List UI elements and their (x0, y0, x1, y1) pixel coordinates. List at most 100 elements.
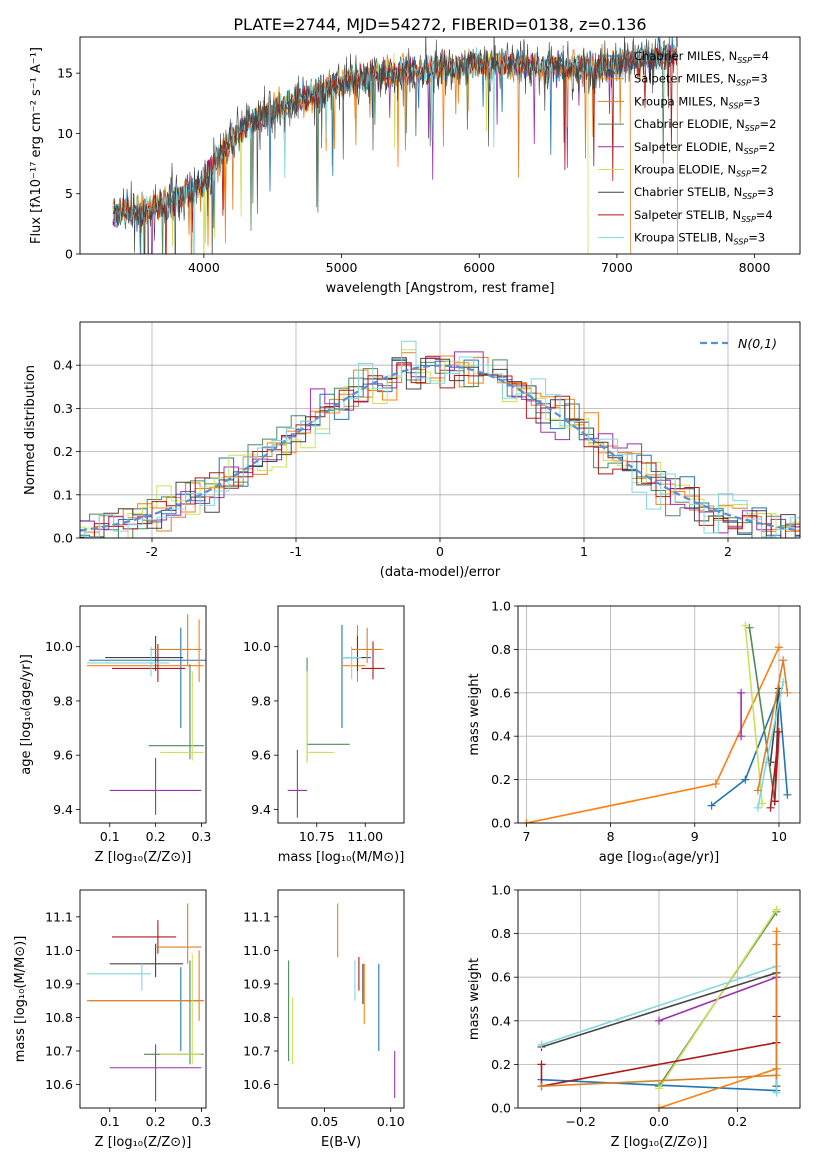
errorbar-point (86, 619, 204, 682)
x-tick-label: 7000 (601, 260, 633, 275)
axes-frame (79, 36, 801, 255)
legend-entry: N(0,1) (738, 336, 777, 351)
residuals-panel: -2 -1 0 1 2 0.0 0.1 0.2 0.3 0.4 (data-model)/error… (23, 321, 801, 580)
weight-lines (537, 905, 781, 1108)
weight-marker (772, 940, 781, 949)
errorbar-point (151, 614, 202, 666)
x-tick-label: 10.75 (299, 829, 335, 844)
legend-label: Kroupa ELODIE, N (634, 163, 736, 177)
y-tick-label: 0.6 (491, 685, 511, 700)
errorbar-point (351, 627, 383, 663)
weight-series (711, 692, 789, 807)
legend-count: =3 (757, 185, 774, 199)
x-tick-label: 0.10 (377, 1114, 405, 1129)
x-tick-label: 9 (691, 829, 699, 844)
legend-subscript: SSP (742, 192, 757, 201)
legend-entry: Kroupa ELODIE, NSSP=2 (634, 163, 768, 179)
weight-marker (741, 775, 750, 784)
weight-marker (537, 1082, 546, 1091)
errorbar-point (341, 624, 366, 682)
axes-frame (517, 889, 801, 1109)
legend-count: =3 (751, 72, 768, 86)
y-tick-label: 10.6 (243, 1077, 271, 1092)
legend-subscript: SSP (741, 215, 756, 224)
legend-count: =3 (748, 231, 765, 245)
y-tick-label: 9.6 (53, 748, 73, 763)
weight-marker (655, 1104, 663, 1108)
mass-vs-extinction-panel: 0.05 0.10 10.6 10.7 10.8 10.9 11.0 11.1 E(B-V) (243, 889, 405, 1150)
legend-entry: Kroupa STELIB, NSSP=3 (634, 231, 765, 247)
errorbar-point (86, 646, 170, 677)
y-tick-label: 15 (57, 66, 73, 81)
errorbar-point (361, 641, 385, 680)
y-tick-label: 10.0 (45, 639, 73, 654)
x-tick-label: -2 (146, 544, 158, 559)
weight-marker (779, 656, 788, 665)
y-tick-label: 0.8 (491, 926, 511, 941)
legend-entry: Kroupa MILES, NSSP=3 (634, 94, 760, 110)
y-tick-label: 0.8 (491, 642, 511, 657)
errorbar-point (105, 635, 184, 672)
y-tick-label: 9.8 (53, 693, 73, 708)
y-tick-label: 0.2 (491, 772, 511, 787)
errorbar-point (306, 657, 350, 761)
spectrum-chabrier-stelib (112, 37, 678, 254)
errorbar-point (341, 646, 362, 680)
y-tick-label: 9.4 (53, 802, 73, 817)
age-vs-mass-panel: 10.75 11.00 9.4 9.6 9.8 10.0 mass [log₁₀(M/M⊙)… (243, 605, 405, 865)
y-tick-label: 0.0 (491, 1101, 511, 1116)
errorbars (288, 903, 396, 1098)
weight-marker (655, 1016, 663, 1025)
errorbar-point (287, 749, 308, 818)
errorbars (287, 624, 385, 818)
errorbars (86, 903, 204, 1102)
age-vs-metallicity-panel: 0.1 0.2 0.3 9.4 9.6 9.8 10.0 Z [log₁₀(Z/Z⊙)] age… (19, 605, 211, 865)
errorbar-point (86, 963, 152, 991)
weight-marker (753, 803, 762, 812)
errorbar-point (155, 903, 202, 964)
histogram-3 (80, 358, 800, 538)
errorbars (86, 614, 206, 815)
y-tick-label: 9.6 (251, 748, 271, 763)
legend-count: =4 (756, 208, 773, 222)
legend-label: Salpeter ELODIE, N (634, 140, 744, 154)
x-tick-label: 11.00 (347, 829, 383, 844)
y-tick-label: 10.8 (243, 1010, 271, 1025)
axes-frame (277, 605, 405, 824)
weight-vs-metallicity-panel: −0.2 0.0 0.2 0.0 0.2 0.4 0.6 0.8 1.0 Z [log₁₀(Z/Z… (467, 883, 801, 1150)
legend-label: Kroupa STELIB, N (634, 231, 734, 245)
x-axis-label: age [log₁₀(age/yr)] (599, 850, 720, 865)
axes-frame (277, 889, 405, 1109)
weight-marker (783, 790, 792, 799)
y-tick-label: 9.8 (251, 693, 271, 708)
y-axis-label: mass [log₁₀(M/M⊙)] (13, 936, 28, 1063)
x-tick-label: 2 (724, 544, 732, 559)
axes-frame (517, 605, 801, 824)
y-axis-label: mass weight (467, 673, 482, 755)
weight-marker (772, 1071, 781, 1080)
weight-marker (753, 786, 762, 795)
x-axis-label: wavelength [Angstrom, rest frame] (326, 281, 555, 296)
errorbar-point (109, 757, 202, 815)
x-axis-label: mass [log₁₀(M/M⊙)] (278, 850, 405, 865)
x-axis-label: Z [log₁₀(Z/Z⊙)] (95, 1135, 192, 1150)
x-tick-label: 0.0 (649, 1114, 669, 1129)
errorbar-point (160, 953, 202, 1065)
weight-series (658, 909, 778, 1089)
legend-count: =2 (760, 117, 777, 131)
legend-subscript: SSP (729, 101, 744, 110)
y-tick-label: 10.8 (45, 1010, 73, 1025)
legend-entry: Salpeter MILES, NSSP=3 (634, 72, 768, 88)
x-tick-label: 6000 (463, 260, 495, 275)
y-axis-label: Normed distribution (23, 365, 38, 495)
weight-marker (711, 779, 720, 788)
weight-marker (707, 801, 716, 810)
weight-marker (772, 1088, 781, 1097)
x-axis-label: E(B-V) (321, 1135, 361, 1150)
errorbar-point (148, 664, 204, 760)
y-tick-label: 0.2 (491, 1057, 511, 1072)
histogram-0 (80, 359, 800, 538)
y-tick-label: 0.0 (53, 531, 73, 546)
legend-label: Chabrier MILES, N (634, 49, 737, 63)
